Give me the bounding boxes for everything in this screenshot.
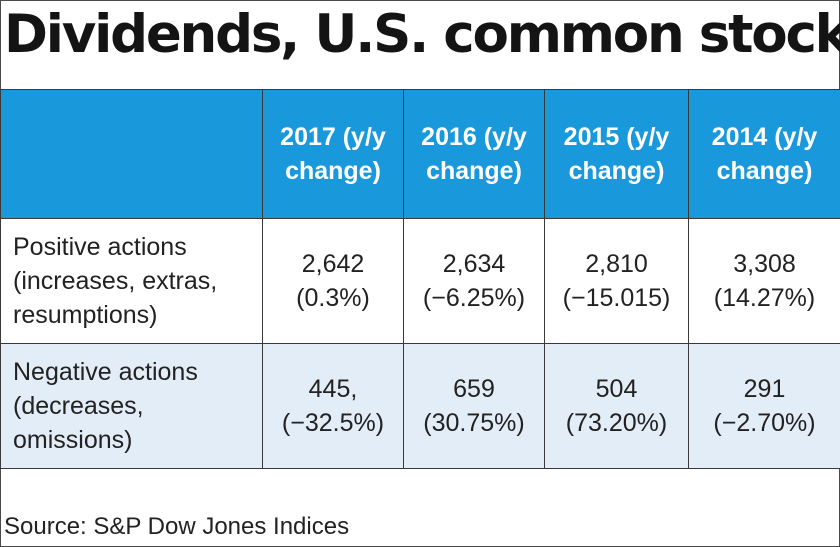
table-row-positive-actions: Positive actions (increases, extras, res… xyxy=(0,218,840,344)
dividends-table: 2017 (y/y change) 2016 (y/y change) 2015… xyxy=(0,89,840,469)
cell-change: (−32.5%) xyxy=(281,409,385,437)
chart-title: Dividends, U.S. common stocks xyxy=(4,4,840,65)
cell-negative-2017: 445, (−32.5%) xyxy=(262,343,404,469)
column-header-2014: 2014 (y/y change) xyxy=(688,89,840,219)
cell-positive-2015: 2,810 (−15.015) xyxy=(544,218,689,344)
cell-value: 3,308 xyxy=(733,250,796,278)
cell-change: (30.75%) xyxy=(423,409,525,437)
cell-change: (−15.015) xyxy=(562,284,671,312)
cell-value: 2,810 xyxy=(585,250,648,278)
cell-value: 291 xyxy=(743,375,786,403)
cell-positive-2014: 3,308 (14.27%) xyxy=(688,218,840,344)
cell-value: 445, xyxy=(308,375,358,403)
cell-value: 504 xyxy=(595,375,638,403)
row-label-positive-actions: Positive actions (increases, extras, res… xyxy=(0,218,263,344)
column-header-2015: 2015 (y/y change) xyxy=(544,89,689,219)
cell-change: (−2.70%) xyxy=(713,409,816,437)
column-header-2016: 2016 (y/y change) xyxy=(403,89,545,219)
cell-change: (73.20%) xyxy=(565,409,668,437)
cell-change: (14.27%) xyxy=(713,284,816,312)
cell-value: 2,634 xyxy=(442,250,506,278)
cell-change: (0.3%) xyxy=(296,284,370,312)
column-header-2017: 2017 (y/y change) xyxy=(262,89,404,219)
header-corner-cell xyxy=(0,89,263,219)
table-header-row: 2017 (y/y change) 2016 (y/y change) 2015… xyxy=(0,89,840,219)
cell-value: 2,642 xyxy=(301,250,365,278)
cell-negative-2014: 291 (−2.70%) xyxy=(688,343,840,469)
cell-negative-2015: 504 (73.20%) xyxy=(544,343,689,469)
cell-change: (−6.25%) xyxy=(422,284,526,312)
source-note: Source: S&P Dow Jones Indices xyxy=(4,513,350,540)
cell-value: 659 xyxy=(453,375,495,403)
row-label-negative-actions: Negative actions (decreases, omissions) xyxy=(0,343,263,469)
table-row-negative-actions: Negative actions (decreases, omissions) … xyxy=(0,343,840,469)
cell-positive-2016: 2,634 (−6.25%) xyxy=(403,218,545,344)
cell-negative-2016: 659 (30.75%) xyxy=(403,343,545,469)
cell-positive-2017: 2,642 (0.3%) xyxy=(262,218,404,344)
